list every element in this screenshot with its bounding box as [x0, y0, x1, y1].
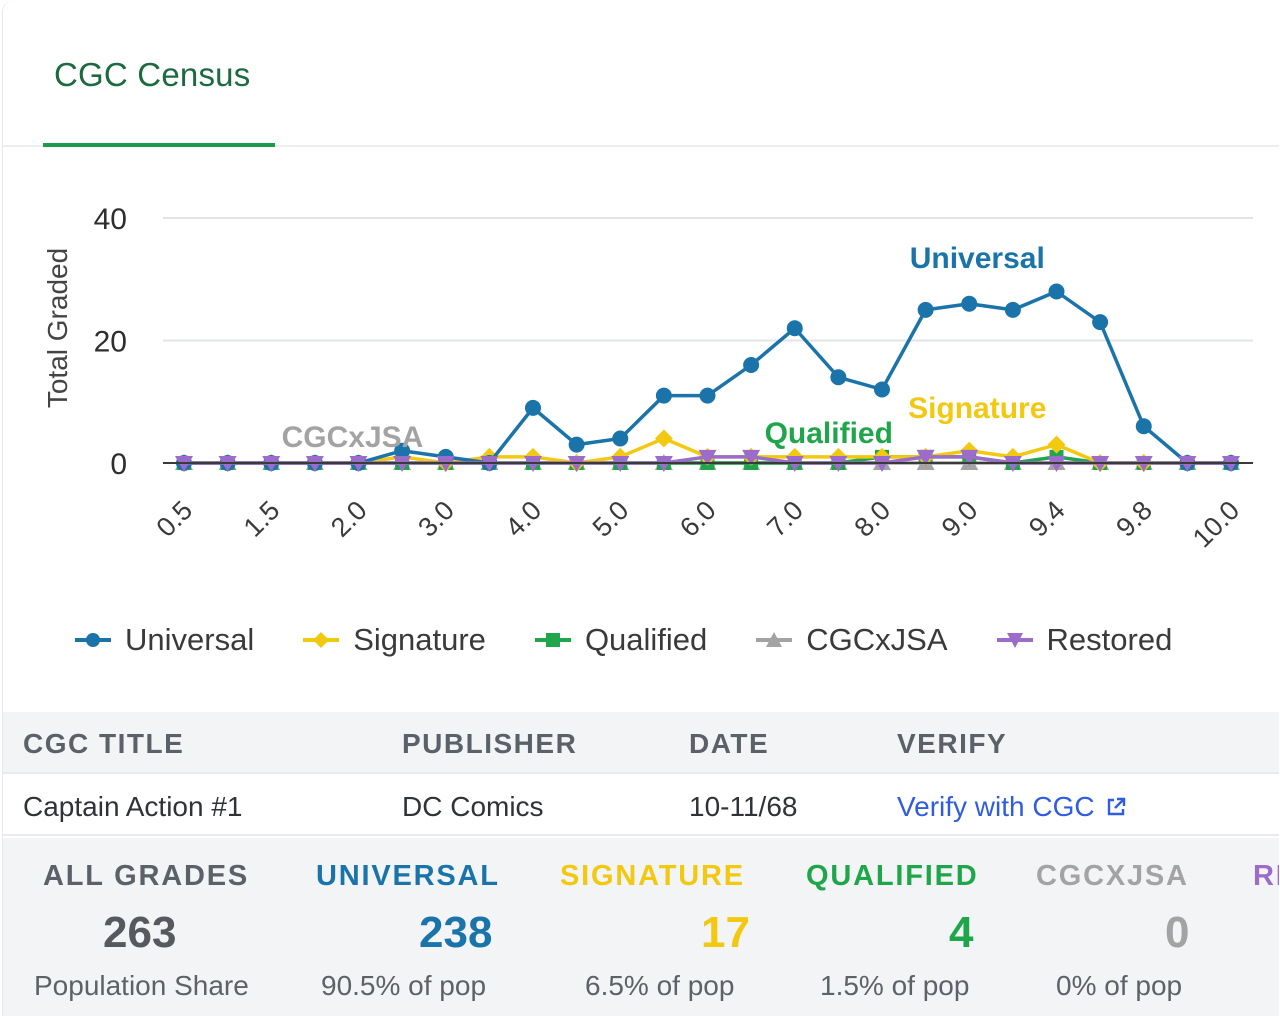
- table-header-row: CGC TITLE PUBLISHER DATE VERIFY: [3, 712, 1279, 774]
- x-tick-label: 1.5: [238, 495, 286, 543]
- header-cgc-title: CGC TITLE: [23, 728, 185, 759]
- verify-link-label: Verify with CGC: [897, 791, 1095, 822]
- x-tick-label: 0.5: [150, 495, 198, 543]
- data-point-universal: [743, 357, 760, 373]
- data-point-universal: [394, 442, 411, 459]
- data-point-universal: [1135, 418, 1152, 435]
- header-date: DATE: [689, 728, 770, 759]
- tab-cgc-census[interactable]: CGC Census: [43, 0, 275, 147]
- stat-label: UNIVERSAL: [316, 860, 500, 892]
- diamond-marker-icon: [303, 632, 340, 648]
- cell-publisher: DC Comics: [402, 791, 544, 822]
- tab-bar: CGC Census: [3, 0, 1279, 147]
- legend-item-restored[interactable]: Restored: [995, 622, 1173, 658]
- data-point-universal: [961, 295, 978, 312]
- cell-title: Captain Action #1: [23, 791, 243, 822]
- legend-item-qualified[interactable]: Qualified: [533, 622, 707, 658]
- data-point-universal: [1092, 314, 1109, 331]
- x-tick-label: 9.4: [1023, 495, 1071, 543]
- data-point-universal: [1004, 301, 1021, 318]
- legend-label: Qualified: [584, 622, 708, 657]
- annotation-universal: Universal: [910, 242, 1045, 275]
- stat-label: SIGNATURE: [560, 860, 745, 892]
- stat-sub: 90.5% of pop: [321, 970, 487, 1001]
- header-verify: VERIFY: [897, 728, 1008, 759]
- data-point-restored: [742, 449, 761, 466]
- active-tab-indicator: [43, 143, 275, 147]
- square-marker-icon: [534, 633, 571, 647]
- external-link-icon: [1107, 797, 1125, 815]
- stat-sub: 6.5% of pop: [585, 970, 735, 1001]
- data-point-universal: [568, 436, 585, 453]
- stat-sub: Population Share: [34, 970, 249, 1001]
- data-point-universal: [655, 387, 672, 404]
- legend-label: Signature: [353, 622, 486, 657]
- triangle-down-marker-icon: [996, 633, 1033, 648]
- data-point-universal: [612, 430, 629, 447]
- table-row: Captain Action #1 DC Comics 10-11/68 Ver…: [3, 774, 1279, 836]
- legend-label: CGCxJSA: [806, 622, 948, 657]
- comic-info-table: CGC TITLE PUBLISHER DATE VERIFY Captain …: [3, 712, 1279, 836]
- data-point-universal: [699, 387, 716, 404]
- annotation-cgcxjsa: CGCxJSA: [282, 421, 424, 454]
- annotation-signature: Signature: [908, 392, 1046, 425]
- header-publisher: PUBLISHER: [402, 728, 578, 759]
- legend-item-signature[interactable]: Signature: [301, 622, 486, 658]
- legend-label: Universal: [125, 622, 255, 657]
- x-tick-label: 7.0: [761, 495, 809, 543]
- legend-label: Restored: [1046, 622, 1173, 657]
- annotation-qualified: Qualified: [765, 417, 893, 450]
- x-tick-label: 10.0: [1187, 495, 1245, 553]
- stat-value: 238: [419, 908, 493, 957]
- stat-label: ALL GRADES: [43, 860, 249, 892]
- x-tick-label: 4.0: [499, 495, 547, 543]
- x-tick-label: 8.0: [848, 495, 896, 543]
- data-point-signature: [1047, 435, 1066, 454]
- data-point-universal: [1048, 283, 1065, 300]
- stat-sub: 1.5% of pop: [820, 970, 970, 1001]
- x-tick-label: 9.8: [1110, 495, 1158, 543]
- stat-label: CGCXJSA: [1036, 860, 1189, 892]
- cell-date: 10-11/68: [689, 791, 798, 822]
- y-tick-label: 20: [94, 326, 127, 359]
- data-point-universal: [830, 369, 847, 386]
- population-stats: ALL GRADES 263 Population Share UNIVERSA…: [3, 838, 1279, 1016]
- stat-value: 17: [701, 908, 750, 957]
- verify-with-cgc-link[interactable]: Verify with CGC: [897, 791, 1127, 823]
- chart-legend: Universal Signature Qualified CGCxJSA: [73, 618, 1172, 662]
- x-tick-label: 6.0: [674, 495, 722, 543]
- data-point-universal: [786, 320, 803, 337]
- data-point-signature: [654, 429, 673, 448]
- stat-value: 263: [103, 908, 177, 957]
- stat-label: RE: [1253, 860, 1279, 892]
- stat-label: QUALIFIED: [806, 860, 979, 892]
- y-axis-title: Total Graded: [42, 248, 73, 408]
- x-tick-label: 9.0: [936, 495, 984, 543]
- data-point-universal: [874, 381, 890, 398]
- data-point-universal: [525, 399, 541, 416]
- y-tick-label: 40: [94, 203, 127, 236]
- triangle-marker-icon: [756, 632, 793, 647]
- stat-value: 4: [949, 908, 974, 957]
- data-point-restored: [960, 449, 979, 466]
- data-point-universal: [917, 301, 934, 318]
- stat-value: 0: [1165, 908, 1190, 957]
- legend-item-cgcxjsa[interactable]: CGCxJSA: [754, 622, 948, 658]
- tab-label: CGC Census: [54, 56, 251, 93]
- census-line-chart: 0 20 40 Total Graded 0.5 1.5 2.0 3.0 4.0 5.0 6.0 7.…: [42, 203, 1253, 553]
- legend-item-universal[interactable]: Universal: [73, 622, 254, 658]
- x-tick-label: 5.0: [587, 495, 635, 543]
- stat-sub: 0% of pop: [1056, 970, 1183, 1001]
- y-tick-label: 0: [110, 448, 127, 481]
- data-point-restored: [698, 449, 717, 466]
- x-tick-label: 2.0: [325, 495, 373, 543]
- x-tick-label: 3.0: [412, 495, 460, 543]
- data-point-restored: [916, 449, 935, 466]
- circle-marker-icon: [75, 633, 111, 647]
